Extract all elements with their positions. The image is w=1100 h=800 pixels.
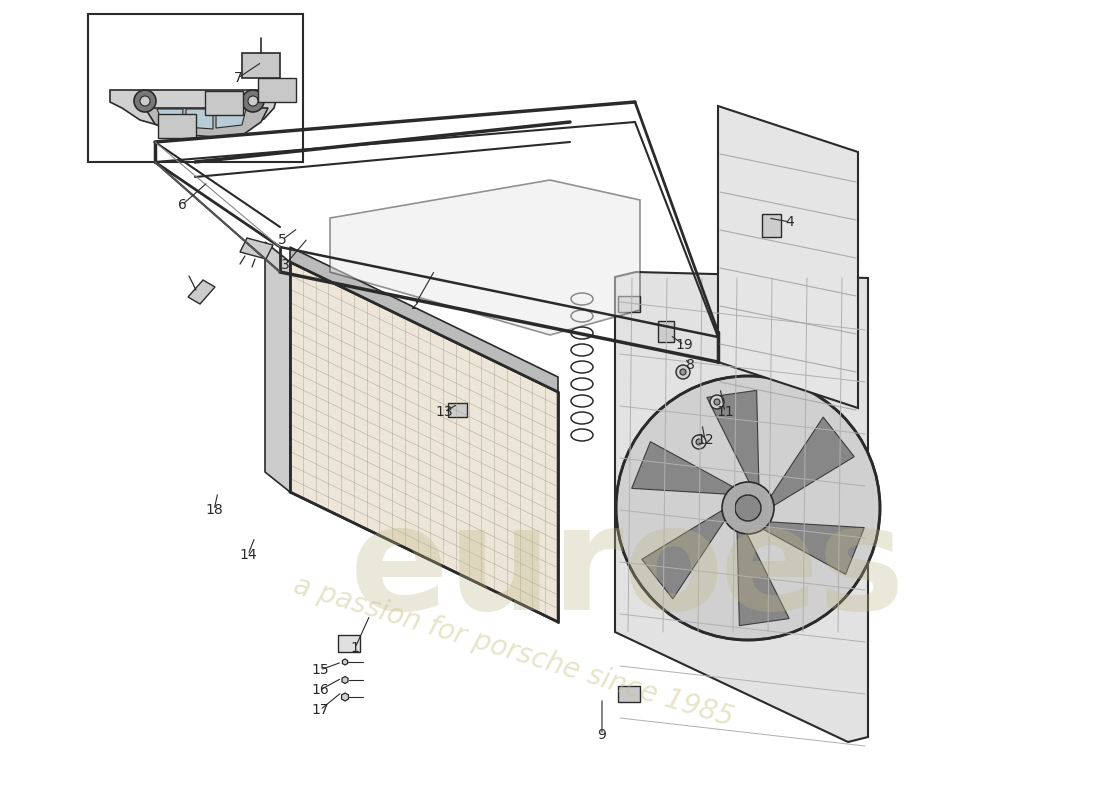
Bar (658, 321, 674, 342)
Text: euro: euro (350, 499, 725, 641)
Text: 6: 6 (177, 198, 186, 212)
Text: es: es (720, 499, 905, 641)
Polygon shape (759, 522, 865, 574)
Text: 15: 15 (311, 663, 329, 677)
Bar (205, 91, 243, 115)
Text: 5: 5 (277, 233, 286, 247)
Circle shape (710, 395, 724, 409)
Text: 17: 17 (311, 703, 329, 717)
Polygon shape (737, 527, 789, 626)
Circle shape (248, 96, 258, 106)
Polygon shape (157, 109, 183, 126)
Circle shape (134, 90, 156, 112)
Circle shape (242, 90, 264, 112)
Text: 7: 7 (233, 71, 242, 85)
Polygon shape (188, 280, 214, 304)
Polygon shape (718, 106, 858, 408)
Polygon shape (341, 693, 349, 701)
Circle shape (696, 439, 702, 445)
Polygon shape (707, 390, 759, 489)
Circle shape (714, 399, 720, 405)
Circle shape (676, 365, 690, 379)
Circle shape (735, 495, 761, 521)
Text: 8: 8 (685, 358, 694, 372)
Polygon shape (290, 247, 558, 392)
Polygon shape (290, 262, 558, 622)
Text: 13: 13 (436, 405, 453, 419)
Polygon shape (330, 180, 640, 335)
Polygon shape (265, 242, 290, 492)
Bar (448, 403, 468, 417)
Circle shape (140, 96, 150, 106)
Text: 19: 19 (675, 338, 693, 352)
Text: 9: 9 (597, 728, 606, 742)
Circle shape (722, 482, 774, 534)
Bar (88, 14, 302, 162)
Polygon shape (186, 109, 213, 129)
Text: 12: 12 (696, 433, 714, 447)
Polygon shape (631, 442, 737, 494)
Text: 1: 1 (351, 641, 360, 655)
Bar (618, 686, 640, 702)
Polygon shape (240, 238, 273, 259)
Polygon shape (615, 272, 868, 742)
Text: 11: 11 (716, 405, 734, 419)
Bar (158, 114, 196, 138)
Bar (618, 296, 640, 312)
Text: 2: 2 (410, 298, 419, 312)
Polygon shape (110, 90, 277, 130)
Text: 14: 14 (239, 548, 256, 562)
Text: 3: 3 (280, 258, 289, 272)
Circle shape (680, 369, 686, 375)
Text: a passion for porsche since 1985: a passion for porsche since 1985 (290, 571, 737, 733)
Bar (338, 635, 360, 652)
Polygon shape (342, 677, 348, 683)
Bar (258, 78, 296, 102)
Circle shape (616, 376, 880, 640)
Polygon shape (145, 108, 268, 137)
Text: 18: 18 (205, 503, 223, 517)
Bar (762, 214, 781, 237)
Circle shape (692, 435, 706, 449)
Polygon shape (216, 109, 246, 128)
Text: 16: 16 (311, 683, 329, 697)
Polygon shape (342, 659, 348, 665)
Bar (242, 53, 280, 78)
Text: 4: 4 (785, 215, 794, 229)
Polygon shape (769, 417, 855, 508)
Polygon shape (641, 508, 727, 599)
